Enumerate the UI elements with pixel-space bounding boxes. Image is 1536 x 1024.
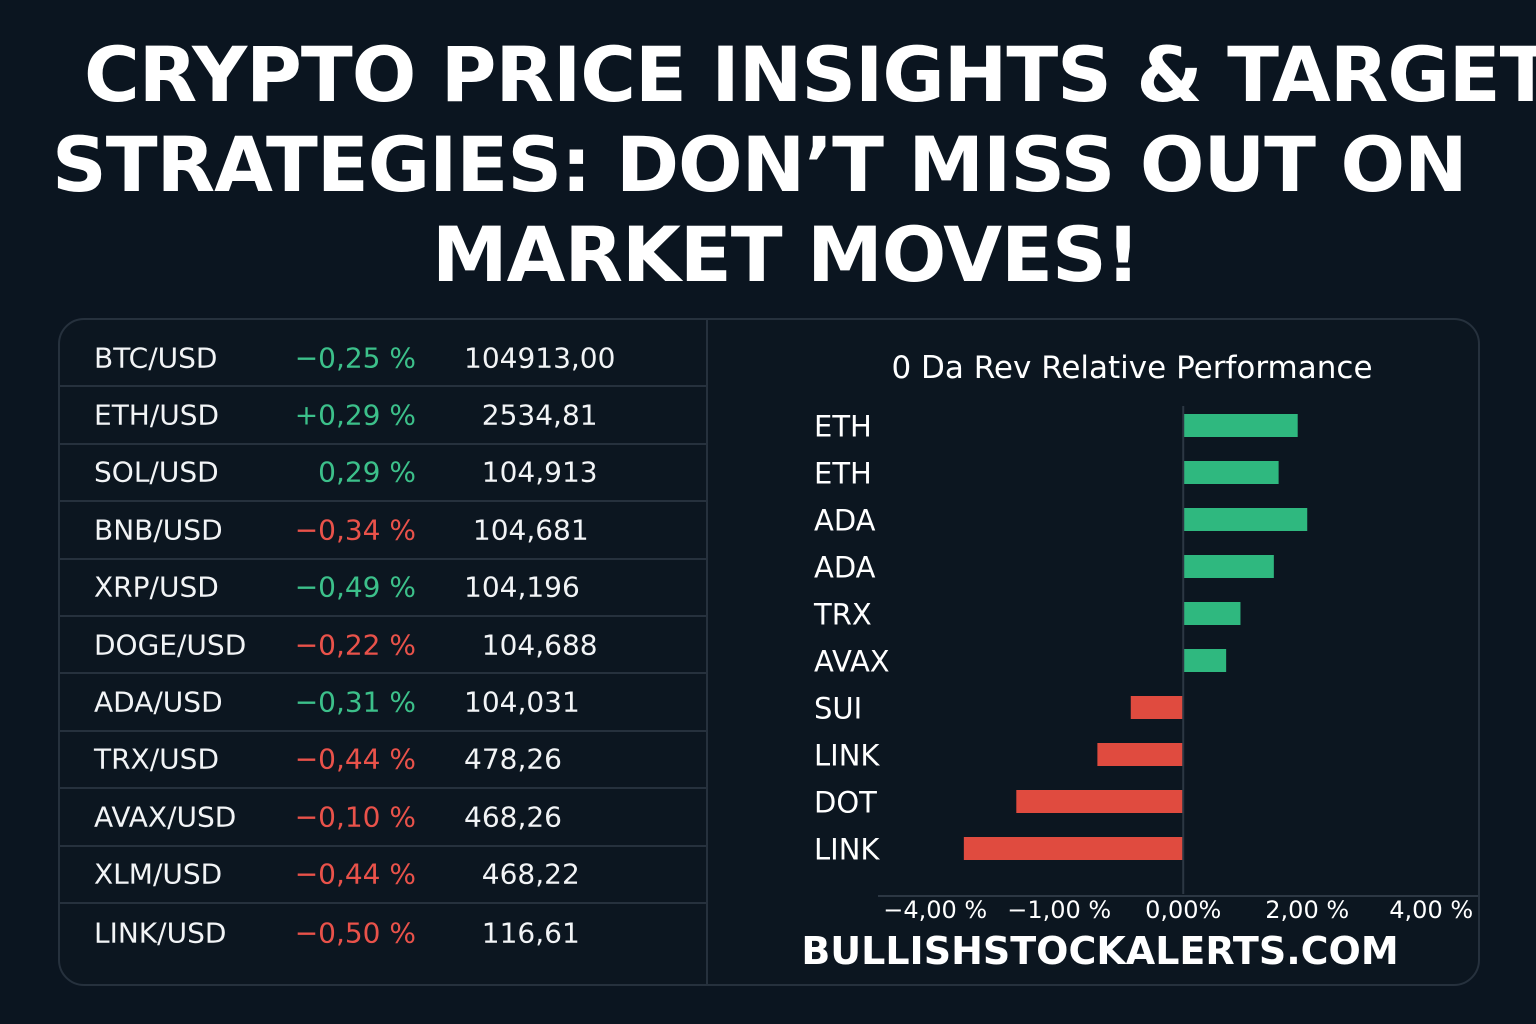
chart-bar <box>963 837 1184 860</box>
pair-symbol: LINK/USD <box>94 916 227 950</box>
pair-symbol: SOL/USD <box>94 455 219 489</box>
footer-site-url: BULLISHSTOCKALERTS.COM <box>801 929 1398 973</box>
table-row: SOL/USD 0,29 % 104,913 <box>60 445 706 503</box>
chart-title: 0 Da Rev Relative Performance <box>891 350 1372 386</box>
pair-price: 104,196 <box>464 570 580 604</box>
pair-price: 104,688 <box>464 628 598 662</box>
pair-symbol: ETH/USD <box>94 398 220 432</box>
chart-bar <box>1183 508 1308 531</box>
chart-bar <box>1183 602 1241 625</box>
table-row: LINK/USD −0,50 % 116,61 <box>60 904 706 961</box>
pair-price: 116,61 <box>464 916 580 950</box>
chart-tick-label: 2,00 % <box>1265 896 1349 924</box>
pair-symbol: DOGE/USD <box>94 628 247 662</box>
table-row: XLM/USD −0,44 % 468,22 <box>60 847 706 904</box>
pair-price: 2534,81 <box>464 398 598 432</box>
chart-category-label: ADA <box>814 504 876 538</box>
chart-bar <box>1016 790 1184 813</box>
chart-tick-label: −1,00 % <box>1007 896 1111 924</box>
chart-bar <box>1183 414 1298 437</box>
pair-price: 468,22 <box>464 857 580 891</box>
chart-category-label: LINK <box>814 833 880 867</box>
pair-change-percent: −0,25 % <box>294 341 416 375</box>
pair-symbol: XRP/USD <box>94 570 219 604</box>
pair-change-percent: −0,34 % <box>294 513 416 547</box>
headline-line-1: CRYPTO PRICE INSIGHTS & TARGET <box>84 30 1536 119</box>
pair-symbol: TRX/USD <box>94 742 220 776</box>
pair-change-percent: −0,22 % <box>294 628 416 662</box>
chart-bars <box>963 414 1308 860</box>
price-table: BTC/USD −0,25 % 104913,00 ETH/USD +0,29 % 25… <box>60 330 706 961</box>
market-panel: BTC/USD −0,25 % 104913,00 ETH/USD +0,29 % 25… <box>58 318 1480 986</box>
chart-category-label: AVAX <box>814 645 890 679</box>
chart-bar <box>1183 461 1279 484</box>
chart-tick-label: 0,00% <box>1145 896 1221 924</box>
table-row: BNB/USD −0,34 % 104,681 <box>60 502 706 560</box>
chart-category-label: SUI <box>814 692 862 726</box>
table-row: AVAX/USD −0,10 % 468,26 <box>60 789 706 847</box>
panel-divider <box>706 320 708 984</box>
chart-bar <box>1097 743 1184 766</box>
pair-symbol: XLM/USD <box>94 857 223 891</box>
chart-category-label: TRX <box>813 598 872 632</box>
chart-category-labels: ETH ETH ADA ADA TRX AVAX SUI LINK DOT LINK <box>813 410 890 867</box>
headline-line-2: STRATEGIES: DON’T MISS OUT ON <box>52 120 1468 209</box>
table-row: ADA/USD −0,31 % 104,031 <box>60 674 706 732</box>
chart-bar <box>1183 649 1227 672</box>
pair-change-percent: −0,31 % <box>294 685 416 719</box>
chart-category-label: DOT <box>814 786 877 820</box>
pair-change-percent: 0,29 % <box>318 455 416 489</box>
pair-price: 478,26 <box>464 742 562 776</box>
chart-tick-labels: −4,00 % −1,00 % 0,00% 2,00 % 4,00 % <box>883 896 1473 924</box>
chart-category-label: ETH <box>814 410 872 444</box>
pair-price: 104,913 <box>464 455 598 489</box>
pair-price: 104,681 <box>464 513 589 547</box>
relative-performance-chart: 0 Da Rev Relative Performance ETH ETH ADA A… <box>801 350 1478 973</box>
pair-change-percent: +0,29 % <box>294 398 416 432</box>
table-row: XRP/USD −0,49 % 104,196 <box>60 560 706 617</box>
pair-price: 104913,00 <box>464 341 616 375</box>
table-row: ETH/USD +0,29 % 2534,81 <box>60 387 706 445</box>
pair-symbol: AVAX/USD <box>94 800 237 834</box>
headline-line-3: MARKET MOVES! <box>432 210 1140 299</box>
chart-category-label: ETH <box>814 457 872 491</box>
pair-change-percent: −0,50 % <box>294 916 416 950</box>
pair-change-percent: −0,10 % <box>294 800 416 834</box>
pair-symbol: BNB/USD <box>94 513 223 547</box>
pair-change-percent: −0,44 % <box>294 857 416 891</box>
pair-symbol: ADA/USD <box>94 685 223 719</box>
pair-change-percent: −0,49 % <box>294 570 416 604</box>
headline: CRYPTO PRICE INSIGHTS & TARGET STRATEGIE… <box>0 30 1536 300</box>
chart-tick-label: 4,00 % <box>1389 896 1473 924</box>
chart-bar <box>1183 555 1274 578</box>
chart-category-label: LINK <box>814 739 880 773</box>
chart-bar <box>1130 696 1184 719</box>
chart-category-label: ADA <box>814 551 876 585</box>
table-row: DOGE/USD −0,22 % 104,688 <box>60 617 706 675</box>
table-row: TRX/USD −0,44 % 478,26 <box>60 732 706 790</box>
table-row: BTC/USD −0,25 % 104913,00 <box>60 330 706 388</box>
pair-price: 104,031 <box>464 685 580 719</box>
pair-price: 468,26 <box>464 800 562 834</box>
pair-symbol: BTC/USD <box>94 341 218 375</box>
pair-change-percent: −0,44 % <box>294 742 416 776</box>
chart-tick-label: −4,00 % <box>883 896 987 924</box>
